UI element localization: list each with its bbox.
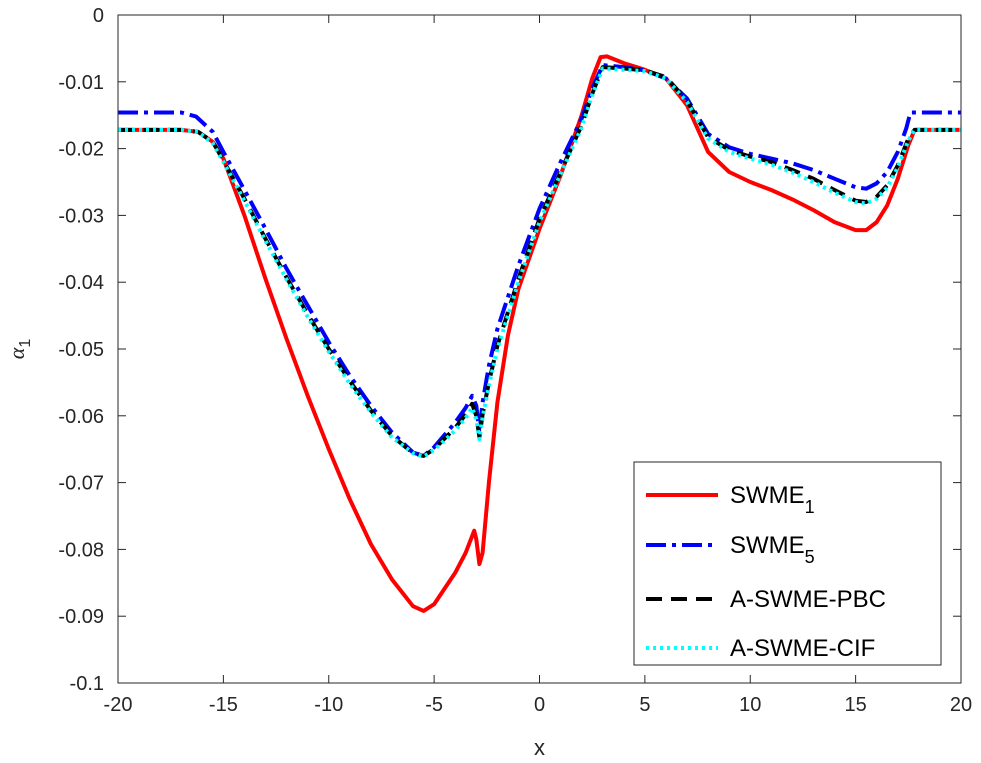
x-tick-label: -5 xyxy=(425,694,443,716)
x-tick-label: 10 xyxy=(739,694,761,716)
legend-label: SWME5 xyxy=(730,532,815,567)
x-tick-label: 20 xyxy=(950,694,972,716)
ticks-layer xyxy=(117,14,962,684)
y-tick-label: 0 xyxy=(93,5,104,27)
x-tick-label: 5 xyxy=(639,694,650,716)
x-tick-label: -10 xyxy=(314,694,343,716)
legend-items: SWME1 SWME5 A-SWME-PBC A-SWME-CIF xyxy=(646,482,886,662)
y-tick-label: -0.1 xyxy=(70,673,104,695)
legend-label: A-SWME-CIF xyxy=(730,635,875,662)
legend: SWME1 SWME5 A-SWME-PBC A-SWME-CIF xyxy=(633,461,942,666)
y-tick-label: -0.05 xyxy=(58,339,104,361)
x-axis-label: x xyxy=(534,735,545,760)
y-tick-label: -0.03 xyxy=(58,205,104,227)
x-tick-label: -20 xyxy=(104,694,133,716)
y-tick-label: -0.06 xyxy=(58,406,104,428)
y-tick-label: -0.08 xyxy=(58,539,104,561)
tick-labels-layer: -20 -15 -10 -5 0 5 10 15 20 0 -0.01 -0.02 -0.03 -0.04… xyxy=(58,5,972,716)
y-tick-label: -0.09 xyxy=(58,606,104,628)
y-tick-label: -0.04 xyxy=(58,272,104,294)
series-line-a-swme-cif xyxy=(118,66,961,459)
x-tick-label: -15 xyxy=(209,694,238,716)
legend-label: A-SWME-PBC xyxy=(730,586,886,613)
series-layer xyxy=(118,54,961,613)
y-tick-label: -0.01 xyxy=(58,72,104,94)
y-tick-label: -0.02 xyxy=(58,139,104,161)
y-axis-label: α1 xyxy=(4,339,34,360)
y-axis-label-subscript: 1 xyxy=(17,339,34,348)
series-line-a-swme-pbc xyxy=(118,65,961,458)
y-axis-label-main: α xyxy=(4,347,29,359)
y-tick-label: -0.07 xyxy=(58,473,104,495)
x-tick-label: 0 xyxy=(534,694,545,716)
series-line-swme-1 xyxy=(118,54,961,613)
legend-label: SWME1 xyxy=(730,482,815,517)
series-line-swme-5 xyxy=(118,63,961,458)
x-tick-label: 15 xyxy=(845,694,867,716)
svg-text:α1: α1 xyxy=(4,339,34,360)
